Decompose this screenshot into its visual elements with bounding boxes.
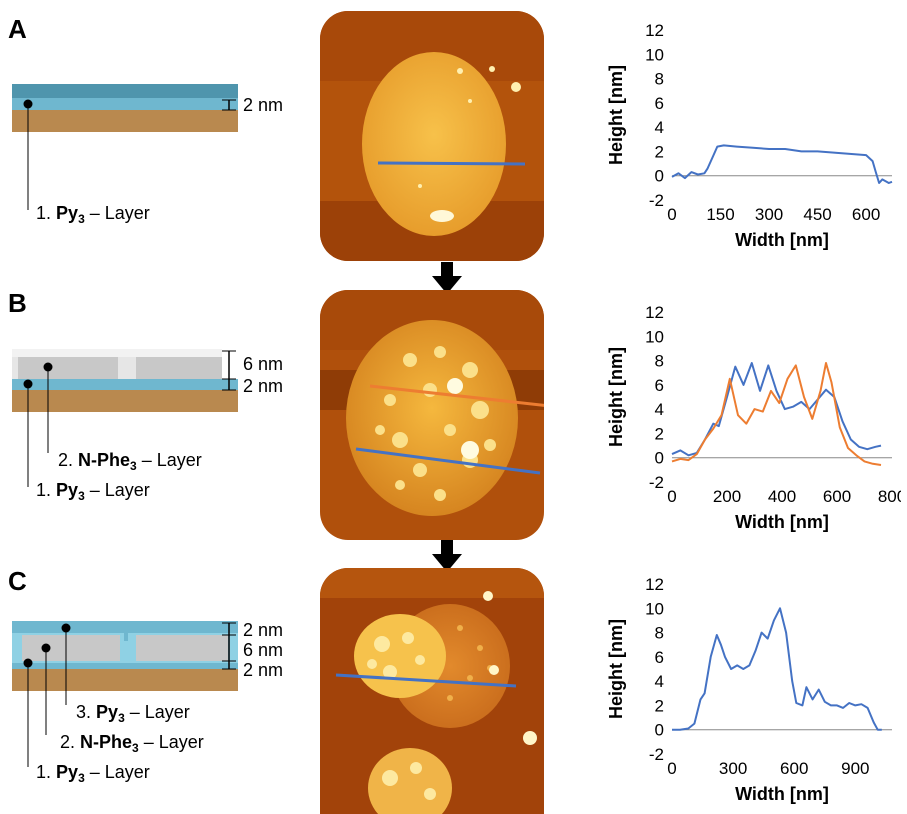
y-tick-label: -2 [649,473,664,492]
y-tick-label: 0 [655,167,664,186]
afm-image-a [320,11,544,261]
y-axis-label: Height [nm] [606,347,626,447]
thickness-label-py: 2 nm [243,376,284,396]
thickness-label-nphe: 6 nm [243,354,284,374]
layer-label-nphe3: 2. N-Phe3 – Layer [58,450,202,473]
series-line-0 [672,607,882,731]
layer-label-py3: 1. Py3 – Layer [36,203,150,226]
substrate [12,390,238,412]
y-tick-label: 6 [655,94,664,113]
bright-island [354,614,446,698]
y-tick-label: 10 [645,327,664,346]
profile-line-orange [369,384,544,407]
y-tick-label: 2 [655,142,664,161]
x-tick-label: 300 [755,205,783,224]
x-axis-label: Width [nm] [735,784,829,804]
x-tick-label: 200 [713,487,741,506]
y-tick-label: -2 [649,745,664,764]
x-tick-label: 400 [768,487,796,506]
py-layer [12,379,238,390]
profile-line-blue [335,673,517,688]
x-axis-label: Width [nm] [735,230,829,250]
thickness-label-nphe: 6 nm [243,640,284,660]
x-tick-label: 600 [780,759,808,778]
series-line-0 [671,144,893,184]
panel-letter-c: C [8,566,27,596]
y-tick-label: 8 [655,352,664,371]
down-arrow [432,540,462,572]
y-tick-label: 12 [645,21,664,40]
x-tick-label: 300 [719,759,747,778]
y-tick-label: 0 [655,449,664,468]
x-tick-label: 0 [667,759,676,778]
substrate [12,669,238,691]
x-axis-label: Width [nm] [735,512,829,532]
layer-schematic-b [12,349,238,487]
y-tick-label: 8 [655,624,664,643]
layer-schematic-c [12,621,238,767]
layer-schematic-a [12,84,238,210]
y-tick-label: 4 [655,118,664,137]
afm-image-c [320,568,544,814]
x-tick-label: 450 [803,205,831,224]
height-profile-chart-b: -20246810120200400600800Width [nm]Height… [606,303,901,532]
y-axis-label: Height [nm] [606,65,626,165]
y-tick-label: 4 [655,400,664,419]
y-tick-label: 2 [655,696,664,715]
x-tick-label: 900 [841,759,869,778]
thickness-label-py-top: 2 nm [243,620,284,640]
nphe-island [346,320,518,516]
y-tick-label: 12 [645,575,664,594]
y-tick-label: 4 [655,672,664,691]
y-axis-label: Height [nm] [606,619,626,719]
layer-label-nphe3: 2. N-Phe3 – Layer [60,732,204,755]
down-arrow [432,262,462,294]
layer-label-py3: 1. Py3 – Layer [36,480,150,503]
layer-label-py3: 1. Py3 – Layer [36,762,150,785]
panel-letter-b: B [8,288,27,318]
py-layer [12,663,238,669]
y-tick-label: 10 [645,599,664,618]
series-line-1 [671,362,882,466]
profile-line-blue [377,161,526,166]
py-layer-top-shade [12,84,238,98]
x-tick-label: 150 [706,205,734,224]
x-tick-label: 800 [878,487,901,506]
profile-line-blue [355,447,541,475]
y-tick-label: 6 [655,648,664,667]
layer-label-py3-top: 3. Py3 – Layer [76,702,190,725]
x-tick-label: 0 [667,487,676,506]
y-tick-label: 0 [655,721,664,740]
y-tick-label: 10 [645,45,664,64]
y-tick-label: 2 [655,424,664,443]
x-tick-label: 600 [823,487,851,506]
afm-image-b [320,290,544,540]
x-tick-label: 600 [852,205,880,224]
substrate [12,110,238,132]
py-island [362,52,506,236]
thickness-label-py: 2 nm [243,660,284,680]
y-tick-label: 8 [655,70,664,89]
y-tick-label: 12 [645,303,664,322]
x-tick-label: 0 [667,205,676,224]
y-tick-label: -2 [649,191,664,210]
panel-letter-a: A [8,14,27,44]
thickness-label: 2 nm [243,95,284,115]
y-tick-label: 6 [655,376,664,395]
